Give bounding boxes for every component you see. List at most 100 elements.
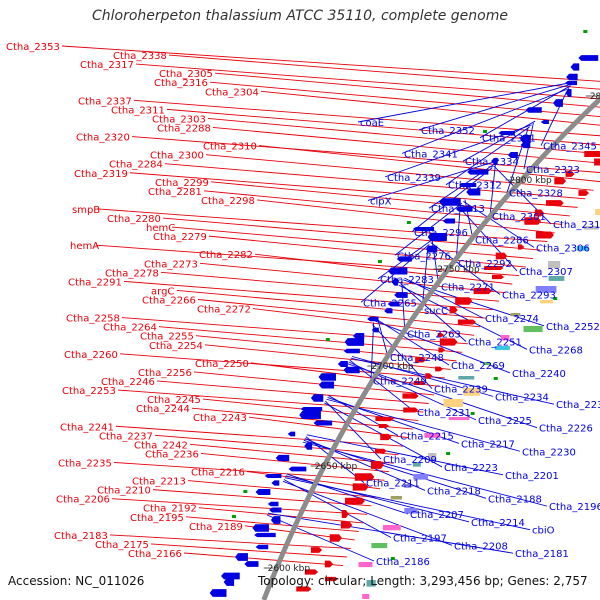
reverse-gene xyxy=(264,473,282,479)
annotation-block xyxy=(583,226,599,230)
left-gene-label: Ctha_2255 xyxy=(140,332,194,343)
left-connector xyxy=(252,308,475,336)
right-gene-label: Ctha_2265 xyxy=(363,298,417,309)
right-gene-label: Ctha_2274 xyxy=(485,314,539,325)
right-gene-label: Ctha_2197 xyxy=(393,533,447,544)
right-gene-label: Ctha_2188 xyxy=(488,494,542,505)
right-gene-label: Ctha_2301 xyxy=(492,212,546,223)
forward-gene xyxy=(438,347,446,353)
forward-gene xyxy=(492,274,505,280)
reverse-gene xyxy=(221,572,240,580)
left-connector xyxy=(209,81,600,117)
right-gene-label: Ctha_2209 xyxy=(383,455,437,466)
annotation-block xyxy=(458,376,475,380)
left-gene-label: Ctha_2272 xyxy=(197,305,251,316)
reverse-gene xyxy=(458,182,477,188)
right-connector xyxy=(370,322,375,381)
reverse-gene xyxy=(525,107,542,113)
left-gene-label: Ctha_2166 xyxy=(128,549,182,560)
right-connector xyxy=(401,88,567,154)
right-gene-label: Ctha_2263 xyxy=(407,330,461,341)
left-gene-label: Ctha_2320 xyxy=(76,133,130,144)
right-connector xyxy=(325,400,382,460)
left-connector xyxy=(171,226,534,259)
reverse-gene xyxy=(466,188,481,196)
reverse-gene xyxy=(270,516,281,524)
right-connector xyxy=(367,159,499,201)
annotation-block xyxy=(366,580,376,587)
forward-gene xyxy=(304,569,319,575)
reverse-gene xyxy=(384,308,393,314)
reverse-gene xyxy=(388,267,408,275)
forward-gene xyxy=(439,338,458,346)
right-connector xyxy=(266,514,375,562)
reverse-gene xyxy=(352,332,365,340)
right-gene-label: Ctha_2271 xyxy=(441,283,495,294)
left-gene-label: Ctha_2317 xyxy=(80,60,134,71)
accession-text: Accession: NC_011026 xyxy=(8,574,145,588)
annotation-block xyxy=(482,362,491,366)
kbp-ruler: 2850 kbp 2800 kbp 2750 kbp 2700 kbp 2650 kbp… xyxy=(263,92,600,574)
reverse-gene xyxy=(287,431,296,437)
left-connector xyxy=(168,54,600,90)
rna-marker xyxy=(406,221,411,224)
right-gene-label: Ctha_2252 xyxy=(546,322,600,333)
left-connector xyxy=(156,380,429,404)
left-connector xyxy=(119,353,446,379)
reverse-gene xyxy=(540,119,549,125)
left-gene-label: Ctha_2244 xyxy=(136,404,190,415)
left-gene-label: Ctha_2243 xyxy=(193,413,247,424)
reverse-gene xyxy=(412,226,435,232)
reverse-gene xyxy=(520,141,531,149)
forward-gene xyxy=(457,319,477,325)
annotation-block xyxy=(382,525,401,531)
reverse-gene xyxy=(269,507,282,513)
annotation-block xyxy=(547,261,561,269)
right-gene-label: Ctha_2345 xyxy=(543,142,597,153)
left-gene-label: Ctha_2245 xyxy=(147,395,201,406)
reverse-gene xyxy=(425,245,438,253)
left-connector xyxy=(250,362,440,387)
reverse-gene xyxy=(427,233,447,241)
right-gene-label: cbiO xyxy=(532,526,555,537)
annotation-block xyxy=(548,276,565,281)
forward-gene xyxy=(546,200,564,206)
forward-gene xyxy=(415,357,427,363)
rna-marker xyxy=(446,452,451,455)
left-gene-label: Ctha_2242 xyxy=(134,440,188,451)
reverse-gene xyxy=(252,524,269,532)
right-gene-label: Ctha_2223 xyxy=(444,463,498,474)
forward-gene xyxy=(296,586,312,592)
right-gene-label: Ctha_2231 xyxy=(417,408,471,419)
right-connector xyxy=(458,206,518,272)
reverse-gene xyxy=(304,442,313,450)
ruler-label: 2800 kbp xyxy=(509,176,552,186)
left-gene-label: Ctha_2189 xyxy=(189,522,243,533)
right-connector xyxy=(430,242,501,295)
annotation-block xyxy=(371,543,388,549)
left-gene-label: Ctha_2300 xyxy=(150,151,204,162)
left-gene-label: Ctha_2256 xyxy=(138,368,192,379)
left-gene-label: Ctha_2210 xyxy=(97,486,151,497)
forward-gene xyxy=(324,576,339,582)
reverse-gene xyxy=(254,532,276,538)
reverse-gene xyxy=(271,480,280,486)
right-connector xyxy=(401,281,406,334)
left-connector xyxy=(135,63,600,100)
left-connector xyxy=(203,190,563,225)
annotation-block xyxy=(494,346,510,351)
map-title: Chloroherpeton thalassium ATCC 35110, co… xyxy=(92,8,508,24)
left-connector xyxy=(150,543,347,558)
reverse-gene xyxy=(267,501,279,507)
right-gene-label: Ctha_2334 xyxy=(465,157,519,168)
left-connector xyxy=(214,72,600,108)
reverse-gene xyxy=(439,198,461,206)
reverse-gene xyxy=(255,544,269,550)
rna-marker xyxy=(470,412,475,415)
right-connector xyxy=(418,83,573,131)
left-connector xyxy=(256,199,555,234)
right-gene-label: Ctha_2313 xyxy=(431,204,485,215)
reverse-gene xyxy=(344,338,365,346)
right-gene-label: clpX xyxy=(370,196,392,207)
